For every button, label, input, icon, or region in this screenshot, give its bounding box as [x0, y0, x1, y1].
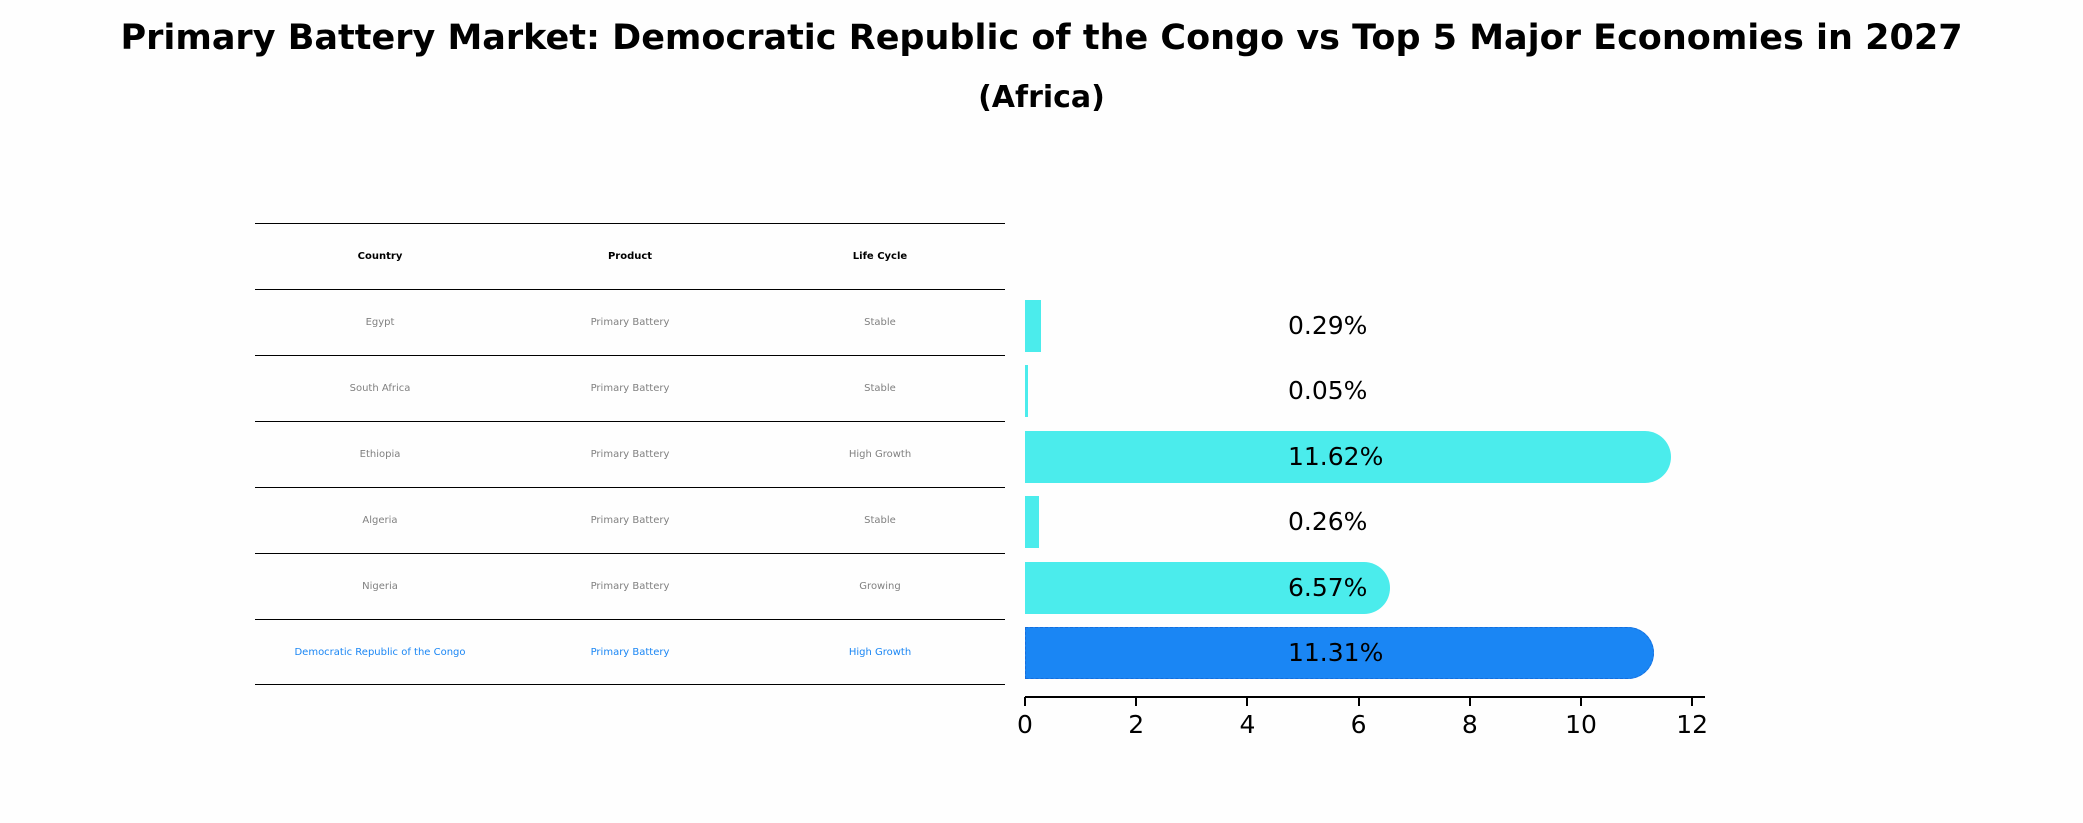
x-axis-tick — [1135, 697, 1138, 706]
bar — [1025, 300, 1042, 352]
cell-product: Primary Battery — [590, 646, 670, 658]
table-row: Ethiopia Primary Battery High Growth — [255, 421, 1005, 487]
cell-product: Primary Battery — [590, 383, 670, 394]
column-header-life-cycle: Life Cycle — [852, 251, 908, 262]
cell-product: Primary Battery — [590, 581, 670, 592]
bar — [1025, 496, 1040, 548]
x-axis-tick — [1024, 697, 1026, 706]
cell-life-cycle: Stable — [864, 383, 896, 394]
x-axis-tick — [1357, 697, 1360, 706]
cell-country: South Africa — [349, 383, 411, 394]
cell-life-cycle: Stable — [864, 515, 896, 526]
cell-life-cycle: Growing — [859, 581, 901, 592]
bar-value-label: 6.57% — [1288, 573, 1368, 602]
bar-chart: 0.29% 0.05% 11.62% 0.26% 6.57% 11.31% 0 2 4 6 8 10 1… — [1017, 290, 1725, 750]
cell-product: Primary Battery — [590, 515, 670, 526]
bar-value-label: 0.26% — [1288, 507, 1368, 536]
column-header-product: Product — [607, 251, 653, 262]
cell-life-cycle: Stable — [864, 317, 896, 328]
bar-value-label: 0.29% — [1288, 311, 1368, 340]
bar-value-label: 11.31% — [1288, 638, 1384, 667]
table-row-highlighted: Democratic Republic of the Congo Primary… — [255, 619, 1005, 685]
table-row: Algeria Primary Battery Stable — [255, 487, 1005, 553]
bar-value-label: 11.62% — [1288, 442, 1384, 471]
cell-product: Primary Battery — [590, 449, 670, 460]
table-row: Nigeria Primary Battery Growing — [255, 553, 1005, 619]
x-axis-tick-label: 2 — [1128, 710, 1145, 739]
x-axis-tick-label: 0 — [1017, 710, 1033, 739]
chart-title: Primary Battery Market: Democratic Repub… — [120, 18, 1963, 58]
cell-life-cycle: High Growth — [848, 449, 912, 460]
table-row: Egypt Primary Battery Stable — [255, 289, 1005, 355]
x-axis-tick — [1246, 697, 1249, 706]
bar — [1025, 627, 1654, 679]
cell-country: Algeria — [362, 515, 398, 526]
x-axis-tick — [1468, 697, 1471, 706]
x-axis-tick-label: 12 — [1676, 710, 1709, 739]
bar — [1025, 365, 1028, 417]
cell-country: Nigeria — [362, 581, 398, 592]
cell-life-cycle: High Growth — [848, 646, 912, 658]
table-header-row: Country Product Life Cycle — [255, 223, 1005, 289]
column-header-country: Country — [357, 251, 403, 262]
x-axis-line — [1025, 696, 1705, 698]
x-axis-tick — [1691, 697, 1694, 706]
x-axis-tick-label: 6 — [1350, 710, 1367, 739]
bar-value-label: 0.05% — [1288, 376, 1368, 405]
data-table: Country Product Life Cycle Egypt Primary… — [255, 223, 1005, 685]
cell-product: Primary Battery — [590, 317, 670, 328]
cell-country: Egypt — [365, 317, 395, 328]
chart-subtitle: (Africa) — [978, 80, 1105, 115]
cell-country: Ethiopia — [359, 449, 401, 460]
x-axis-tick-label: 4 — [1239, 710, 1256, 739]
bar — [1025, 562, 1391, 614]
x-axis-tick-label: 8 — [1461, 710, 1478, 739]
bar — [1025, 431, 1672, 483]
x-axis-tick — [1580, 697, 1582, 706]
x-axis-tick-label: 10 — [1565, 710, 1597, 739]
table-row: South Africa Primary Battery Stable — [255, 355, 1005, 421]
cell-country: Democratic Republic of the Congo — [294, 646, 466, 658]
